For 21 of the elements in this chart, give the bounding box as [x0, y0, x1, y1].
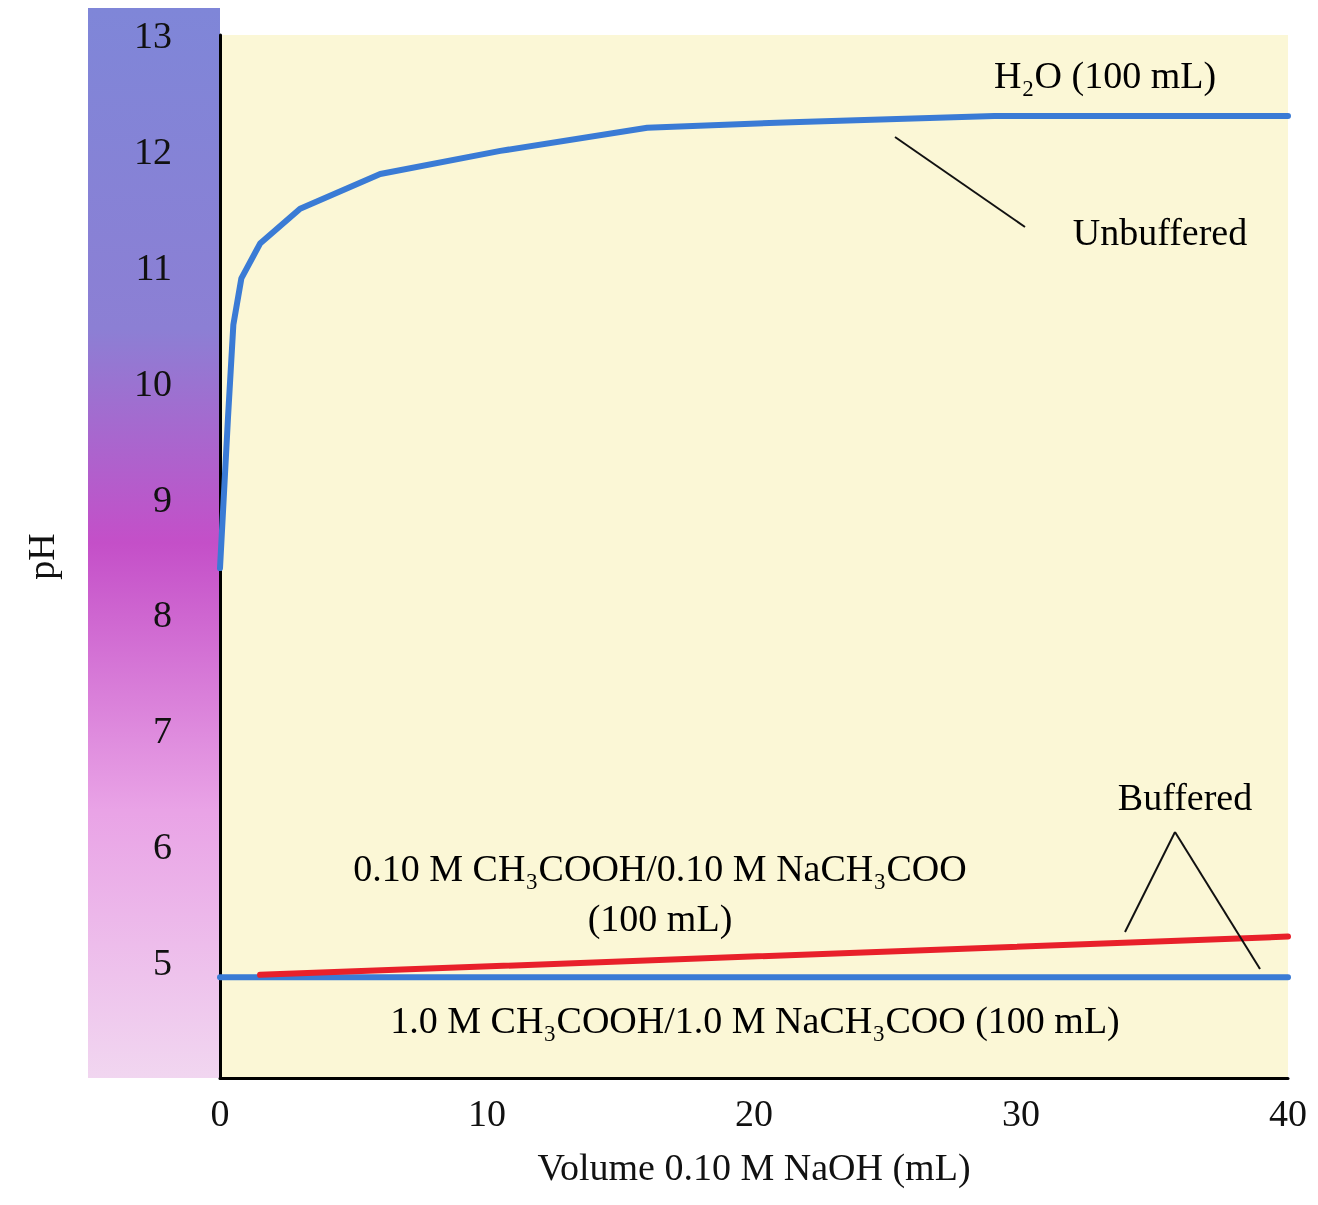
y-tick-label: 9: [153, 477, 172, 520]
y-tick-label: 12: [134, 129, 172, 172]
annotation: 0.10 M CH₃COOH/0.10 M NaCH₃COO (100 mL): [353, 847, 967, 940]
y-tick-label: 7: [153, 709, 172, 752]
y-tick-label: 10: [134, 361, 172, 404]
y-tick-label: 5: [153, 941, 172, 984]
x-tick-label: 30: [1002, 1092, 1040, 1134]
annotation: Unbuffered: [1072, 211, 1248, 253]
y-tick-label: 8: [153, 593, 172, 636]
y-tick-label: 6: [153, 825, 172, 868]
y-tick-label: 13: [134, 14, 172, 56]
annotation: H₂O (100 mL): [993, 54, 1217, 97]
y-axis-title: pH: [20, 533, 62, 580]
y-tick-label: 11: [135, 245, 172, 288]
annotation: 1.0 M CH₃COOH/1.0 M NaCH₃COO (100 mL): [390, 999, 1120, 1042]
x-tick-label: 0: [210, 1092, 230, 1134]
x-tick-label: 20: [735, 1092, 773, 1134]
x-tick-label: 10: [468, 1092, 506, 1134]
x-tick-label: 40: [1269, 1092, 1307, 1134]
x-axis-title: Volume 0.10 M NaOH (mL): [537, 1146, 971, 1189]
annotation: Buffered: [1117, 776, 1253, 818]
